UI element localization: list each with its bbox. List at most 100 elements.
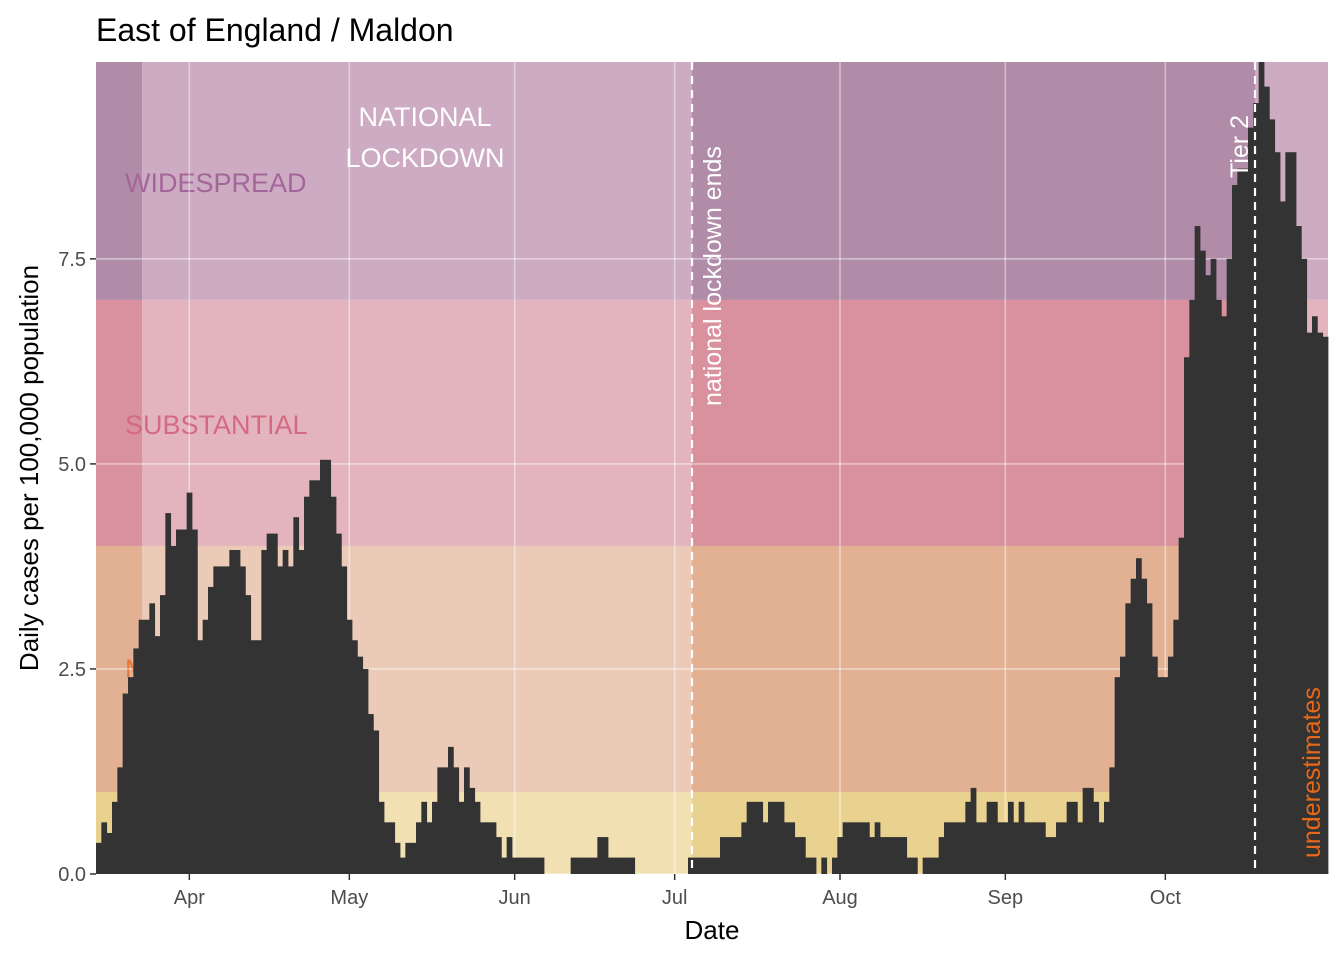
over-layer: NATIONAL LOCKDOWN national lockdown ends Ti…	[345, 62, 1326, 874]
bar	[288, 566, 294, 874]
bar	[272, 533, 278, 874]
bar	[570, 857, 577, 874]
bar	[229, 550, 236, 874]
bar	[154, 636, 161, 874]
bar	[1184, 357, 1190, 875]
bar	[858, 822, 865, 874]
x-tick-label: May	[330, 887, 368, 909]
lockdown-label: NATIONAL	[358, 102, 491, 132]
bar	[1066, 801, 1073, 874]
bar	[762, 822, 769, 874]
bar	[1109, 767, 1116, 874]
y-axis-title: Daily cases per 100,000 population	[14, 265, 44, 671]
bar	[405, 842, 412, 874]
bar	[1253, 103, 1260, 874]
bar	[352, 640, 358, 874]
bar	[1077, 822, 1084, 874]
bar	[1210, 258, 1217, 874]
bar	[213, 566, 220, 874]
bar	[1285, 152, 1292, 874]
bar	[256, 640, 262, 874]
bar	[1242, 168, 1249, 874]
bar	[197, 640, 204, 874]
bar	[912, 857, 918, 874]
bar	[789, 822, 796, 874]
bar	[346, 619, 353, 874]
bar	[746, 801, 753, 874]
bar	[624, 857, 630, 874]
bar	[1050, 837, 1057, 874]
bar	[357, 656, 364, 874]
bar	[618, 857, 625, 874]
bar	[581, 857, 588, 874]
bar	[965, 801, 972, 874]
bar	[1205, 275, 1212, 874]
bar	[1002, 822, 1009, 874]
bar	[970, 787, 977, 874]
bar	[485, 822, 492, 874]
bar	[960, 822, 966, 874]
bar	[181, 529, 188, 874]
bar	[906, 857, 913, 874]
bar	[362, 668, 369, 874]
bar	[144, 619, 150, 874]
bar	[234, 550, 241, 874]
bar	[1200, 250, 1206, 874]
bar	[1136, 558, 1142, 874]
bar	[517, 857, 524, 874]
bar	[112, 801, 118, 874]
bar	[341, 566, 348, 874]
bar	[986, 801, 993, 874]
bar	[1216, 299, 1222, 874]
bar	[800, 837, 806, 874]
bar	[432, 801, 438, 874]
bar	[458, 801, 465, 874]
bar	[928, 857, 934, 874]
bar	[997, 822, 1004, 874]
bar	[576, 857, 582, 874]
bar	[261, 550, 268, 874]
bar	[1301, 258, 1308, 874]
bar	[725, 837, 732, 874]
bar	[938, 837, 945, 874]
bar	[133, 648, 140, 874]
x-tick-label: Oct	[1150, 887, 1182, 909]
bar	[896, 837, 902, 874]
bar	[218, 566, 225, 874]
bar	[1088, 787, 1094, 874]
bar	[304, 496, 310, 874]
bar	[1056, 822, 1062, 874]
bar	[784, 822, 790, 874]
bar	[1130, 578, 1137, 874]
bar	[336, 533, 342, 874]
bar	[453, 767, 460, 874]
bar	[320, 459, 326, 874]
x-tick-label: Apr	[174, 887, 205, 909]
bar	[1264, 86, 1270, 874]
bar	[1008, 801, 1014, 874]
bar	[149, 603, 156, 874]
bar	[1040, 822, 1046, 874]
note-label: underestimates	[1298, 687, 1326, 858]
x-tick-label: Jun	[499, 887, 531, 909]
bar	[266, 533, 273, 874]
bar	[704, 857, 710, 874]
bar	[378, 801, 385, 874]
bar	[922, 857, 929, 874]
bar	[1104, 801, 1110, 874]
bar	[1157, 677, 1164, 874]
bar	[1317, 332, 1324, 875]
bar	[1232, 185, 1238, 875]
level-band-dark	[692, 62, 1255, 300]
bar	[933, 857, 940, 874]
bar	[421, 801, 428, 874]
bar	[720, 837, 726, 874]
bar	[330, 496, 337, 874]
bar	[176, 529, 182, 874]
bar	[1306, 332, 1313, 875]
bar	[1173, 619, 1180, 874]
bar	[688, 857, 694, 874]
bar	[853, 822, 860, 874]
y-tick-label: 7.5	[58, 249, 86, 271]
